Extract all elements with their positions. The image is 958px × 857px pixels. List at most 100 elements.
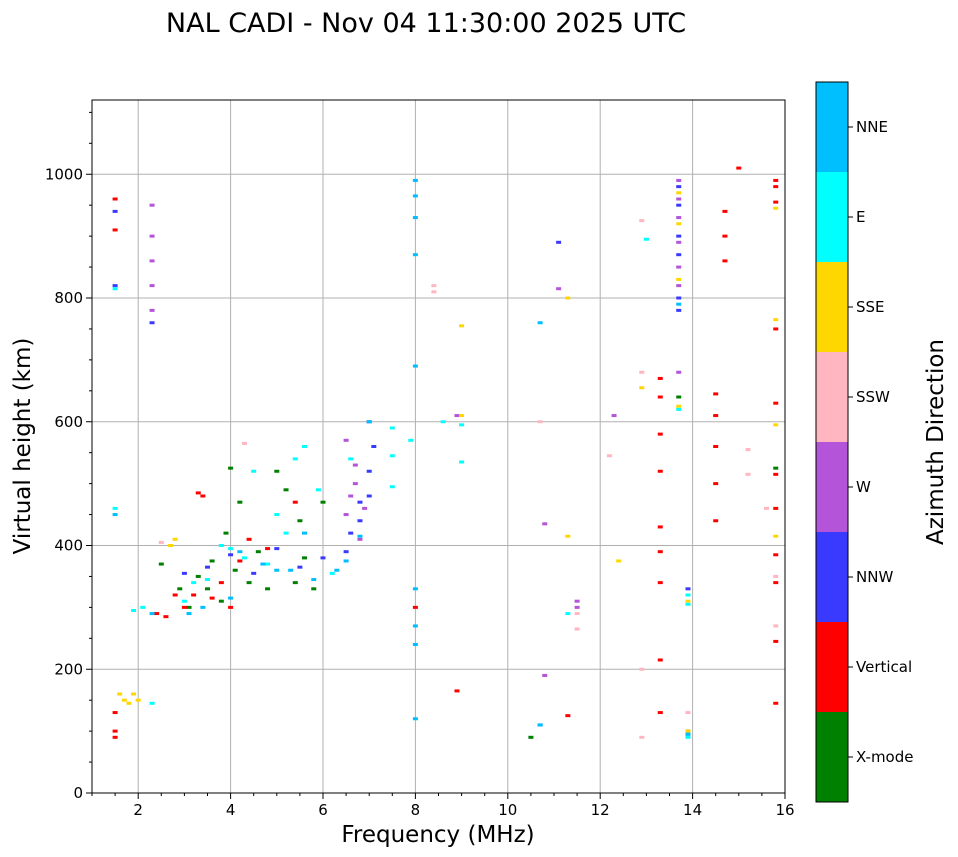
colorbar-tick-label: E bbox=[856, 208, 865, 226]
data-point-nnw bbox=[274, 547, 280, 551]
y-tick-label: 400 bbox=[54, 537, 83, 555]
data-point-x-mode bbox=[177, 587, 183, 591]
data-point-ssw bbox=[773, 624, 779, 628]
colorbar-swatch-nne bbox=[816, 82, 848, 172]
x-tick-label: 10 bbox=[498, 801, 517, 819]
data-point-sse bbox=[459, 324, 465, 328]
data-point-x-mode bbox=[246, 581, 252, 585]
data-point-vertical bbox=[713, 445, 719, 448]
data-point-nnw bbox=[685, 587, 691, 591]
data-point-vertical bbox=[657, 550, 663, 554]
data-point-e bbox=[292, 457, 298, 461]
data-point-sse bbox=[117, 692, 123, 696]
colorbar-tick-label: X-mode bbox=[856, 748, 913, 766]
data-point-e bbox=[181, 599, 187, 603]
y-tick-label: 200 bbox=[54, 660, 83, 678]
data-point-vertical bbox=[657, 469, 663, 473]
data-point-nnw bbox=[556, 240, 562, 244]
colorbar-frame bbox=[815, 81, 849, 803]
data-point-e bbox=[228, 547, 234, 551]
data-point-w bbox=[343, 513, 349, 517]
data-point-nne bbox=[200, 605, 206, 609]
data-point-x-mode bbox=[292, 581, 298, 585]
data-point-vertical bbox=[657, 376, 663, 380]
data-point-nnw bbox=[676, 253, 682, 257]
data-point-w bbox=[149, 234, 155, 238]
data-point-x-mode bbox=[320, 500, 326, 504]
data-point-nne bbox=[274, 568, 280, 572]
data-point-vertical bbox=[713, 414, 719, 418]
data-point-sse bbox=[773, 206, 779, 210]
data-point-vertical bbox=[773, 401, 779, 405]
data-point-e bbox=[112, 506, 118, 510]
data-point-x-mode bbox=[205, 587, 210, 591]
data-point-nnw bbox=[676, 234, 682, 238]
data-point-nnw bbox=[676, 296, 682, 300]
data-point-sse bbox=[616, 559, 622, 563]
data-point-e bbox=[389, 485, 395, 489]
data-point-e bbox=[408, 438, 414, 442]
data-point-nne bbox=[311, 578, 317, 582]
colorbar-swatch-nnw bbox=[816, 532, 848, 622]
data-point-w bbox=[676, 178, 682, 182]
data-point-x-mode bbox=[223, 531, 229, 535]
data-point-nnw bbox=[228, 553, 234, 557]
data-point-nnw bbox=[112, 209, 118, 213]
data-point-vertical bbox=[200, 494, 206, 498]
data-point-sse bbox=[773, 423, 779, 427]
colorbar: X-mode Vertical NNW W SSW SSE E NNE bbox=[815, 81, 913, 803]
data-point-vertical bbox=[773, 506, 779, 510]
data-point-w bbox=[352, 482, 358, 486]
data-point-vertical bbox=[773, 200, 779, 204]
data-point-vertical bbox=[112, 735, 118, 739]
data-point-e bbox=[459, 460, 465, 464]
data-point-x-mode bbox=[228, 466, 234, 470]
data-point-ssw bbox=[639, 667, 645, 671]
data-point-vertical bbox=[454, 689, 460, 693]
data-point-x-mode bbox=[218, 599, 224, 603]
data-point-vertical bbox=[163, 615, 169, 619]
data-point-w bbox=[676, 197, 682, 201]
data-point-e bbox=[131, 608, 137, 612]
data-point-sse bbox=[685, 729, 691, 733]
data-point-nnw bbox=[348, 531, 354, 535]
data-point-nne bbox=[685, 732, 691, 736]
data-point-e bbox=[676, 407, 682, 411]
data-point-ssw bbox=[574, 612, 580, 616]
data-point-nne bbox=[412, 717, 418, 721]
colorbar-label: Azimuth Direction bbox=[923, 339, 949, 545]
data-point-sse bbox=[676, 191, 682, 195]
x-tick-label: 8 bbox=[411, 801, 421, 819]
colorbar-swatch-e bbox=[816, 172, 848, 262]
data-point-vertical bbox=[773, 639, 779, 643]
y-tick-label: 800 bbox=[54, 289, 83, 307]
data-point-nne bbox=[149, 612, 155, 616]
y-axis-ticks: 0 200 400 600 800 1000 bbox=[45, 111, 92, 802]
data-point-sse bbox=[121, 698, 127, 702]
data-point-e bbox=[459, 423, 465, 427]
data-point-ssw bbox=[158, 540, 164, 544]
data-point-x-mode bbox=[209, 559, 215, 563]
data-point-vertical bbox=[722, 259, 728, 263]
data-point-nne bbox=[288, 568, 294, 572]
data-point-nne bbox=[228, 596, 234, 600]
data-point-nne bbox=[412, 216, 418, 220]
x-axis-label: Frequency (MHz) bbox=[341, 822, 534, 848]
colorbar-tick-label: NNE bbox=[856, 118, 888, 136]
data-point-nne bbox=[412, 643, 418, 646]
data-point-ssw bbox=[537, 420, 543, 424]
data-point-nnw bbox=[205, 565, 210, 569]
data-point-nnw bbox=[320, 556, 326, 560]
data-point-w bbox=[357, 537, 363, 541]
data-point-sse bbox=[131, 692, 137, 696]
data-point-x-mode bbox=[195, 574, 201, 578]
data-point-x-mode bbox=[302, 556, 308, 560]
data-point-nne bbox=[186, 612, 192, 616]
data-point-e bbox=[191, 581, 197, 585]
data-point-e bbox=[251, 469, 257, 473]
data-point-x-mode bbox=[274, 469, 280, 473]
data-point-nnw bbox=[676, 203, 682, 207]
data-point-sse bbox=[168, 544, 174, 547]
data-point-ssw bbox=[574, 627, 580, 631]
data-point-nne bbox=[260, 562, 266, 566]
